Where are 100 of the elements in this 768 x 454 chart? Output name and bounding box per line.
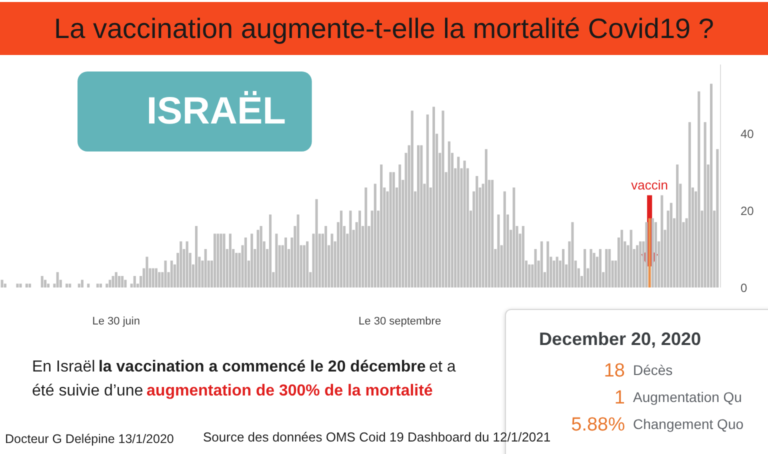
bar (426, 114, 429, 288)
bar (56, 272, 59, 288)
bar (330, 234, 334, 288)
bar (28, 284, 32, 288)
text: 5.88% (571, 413, 625, 438)
bar (40, 276, 44, 288)
bar (146, 256, 148, 288)
bar (214, 234, 216, 288)
bar (302, 245, 306, 288)
bar (590, 249, 592, 288)
bar (380, 164, 383, 288)
source-note: Source des données OMS Coid 19 Dashboard du 12/1/2021 (203, 428, 551, 447)
bar (358, 210, 361, 288)
bar (250, 234, 254, 288)
bar (512, 188, 516, 288)
text: December 20, 2020 (538, 328, 702, 352)
bar (605, 249, 608, 288)
bar (164, 260, 167, 288)
bar (571, 222, 574, 288)
bar (670, 202, 672, 288)
bar (204, 249, 207, 288)
bar (660, 195, 664, 288)
bar (222, 234, 226, 288)
bar (158, 272, 161, 288)
bar (106, 284, 108, 288)
bar (584, 249, 586, 288)
bar (364, 188, 368, 288)
bar (133, 276, 136, 288)
text: Changement Quo (633, 415, 744, 434)
text: la vaccination a commencé le 20 décembre (98, 358, 426, 376)
bar (315, 199, 318, 288)
bar (154, 268, 158, 288)
bar (639, 241, 642, 288)
bar (186, 241, 188, 288)
bar (620, 230, 624, 288)
bar (96, 284, 99, 288)
bar (716, 149, 719, 288)
text: Docteur G Delépine 13/1/2020 (5, 431, 174, 448)
bar (340, 210, 342, 288)
bar (503, 191, 506, 288)
bar (676, 164, 679, 288)
text: augmentation de 300% de la mortalité (146, 382, 433, 400)
text: Décès (633, 361, 673, 380)
bar (25, 284, 28, 288)
bar (260, 226, 262, 288)
chart-title: La vaccination augmente-t-elle la mortalité Covid19 ? (54, 12, 714, 46)
bar (552, 260, 556, 288)
bar (80, 280, 84, 288)
text: été suivie d’une (32, 382, 144, 400)
bar (636, 245, 639, 288)
bar (112, 276, 114, 288)
bar (556, 256, 558, 288)
bar (228, 234, 232, 288)
bar (398, 164, 402, 288)
bar (528, 264, 531, 288)
bar (170, 260, 173, 288)
bar (78, 284, 80, 288)
bar (235, 252, 238, 288)
bar (392, 172, 395, 288)
bar (704, 122, 706, 288)
bar (118, 276, 120, 288)
bar (463, 160, 466, 288)
bar (497, 214, 500, 288)
bar (534, 249, 537, 288)
y-tick-label: 0 (740, 281, 748, 295)
bar (296, 214, 300, 288)
y-tick-label: 20 (740, 204, 754, 218)
text: et a (429, 358, 456, 376)
bar (195, 226, 198, 288)
y-tick-label: 40 (740, 127, 754, 142)
bar (87, 284, 90, 288)
bar (491, 180, 494, 288)
bar (114, 272, 118, 288)
bar (306, 241, 309, 288)
annotation: vaccin (631, 177, 668, 192)
bar (124, 280, 127, 288)
bar (220, 234, 222, 288)
bar (256, 230, 260, 288)
bar (99, 284, 102, 288)
text: ISRAËL (146, 90, 286, 132)
bar (630, 230, 632, 288)
bar (66, 284, 68, 288)
bar (374, 184, 376, 288)
bar (522, 226, 524, 288)
bar (710, 84, 713, 288)
bar (108, 280, 112, 288)
bar (592, 252, 596, 288)
x-tick-label: Le 30 septembre (358, 316, 442, 328)
bar (389, 172, 392, 288)
bar (562, 249, 565, 288)
bar (19, 284, 22, 288)
bar (4, 284, 6, 288)
bar (432, 106, 435, 288)
bar (244, 238, 247, 288)
x-tick-label: Le 30 juin (92, 316, 140, 328)
bar (47, 284, 50, 288)
text: En Israël (32, 358, 96, 376)
bar (608, 249, 611, 288)
bar (598, 249, 602, 288)
bar (275, 234, 278, 288)
